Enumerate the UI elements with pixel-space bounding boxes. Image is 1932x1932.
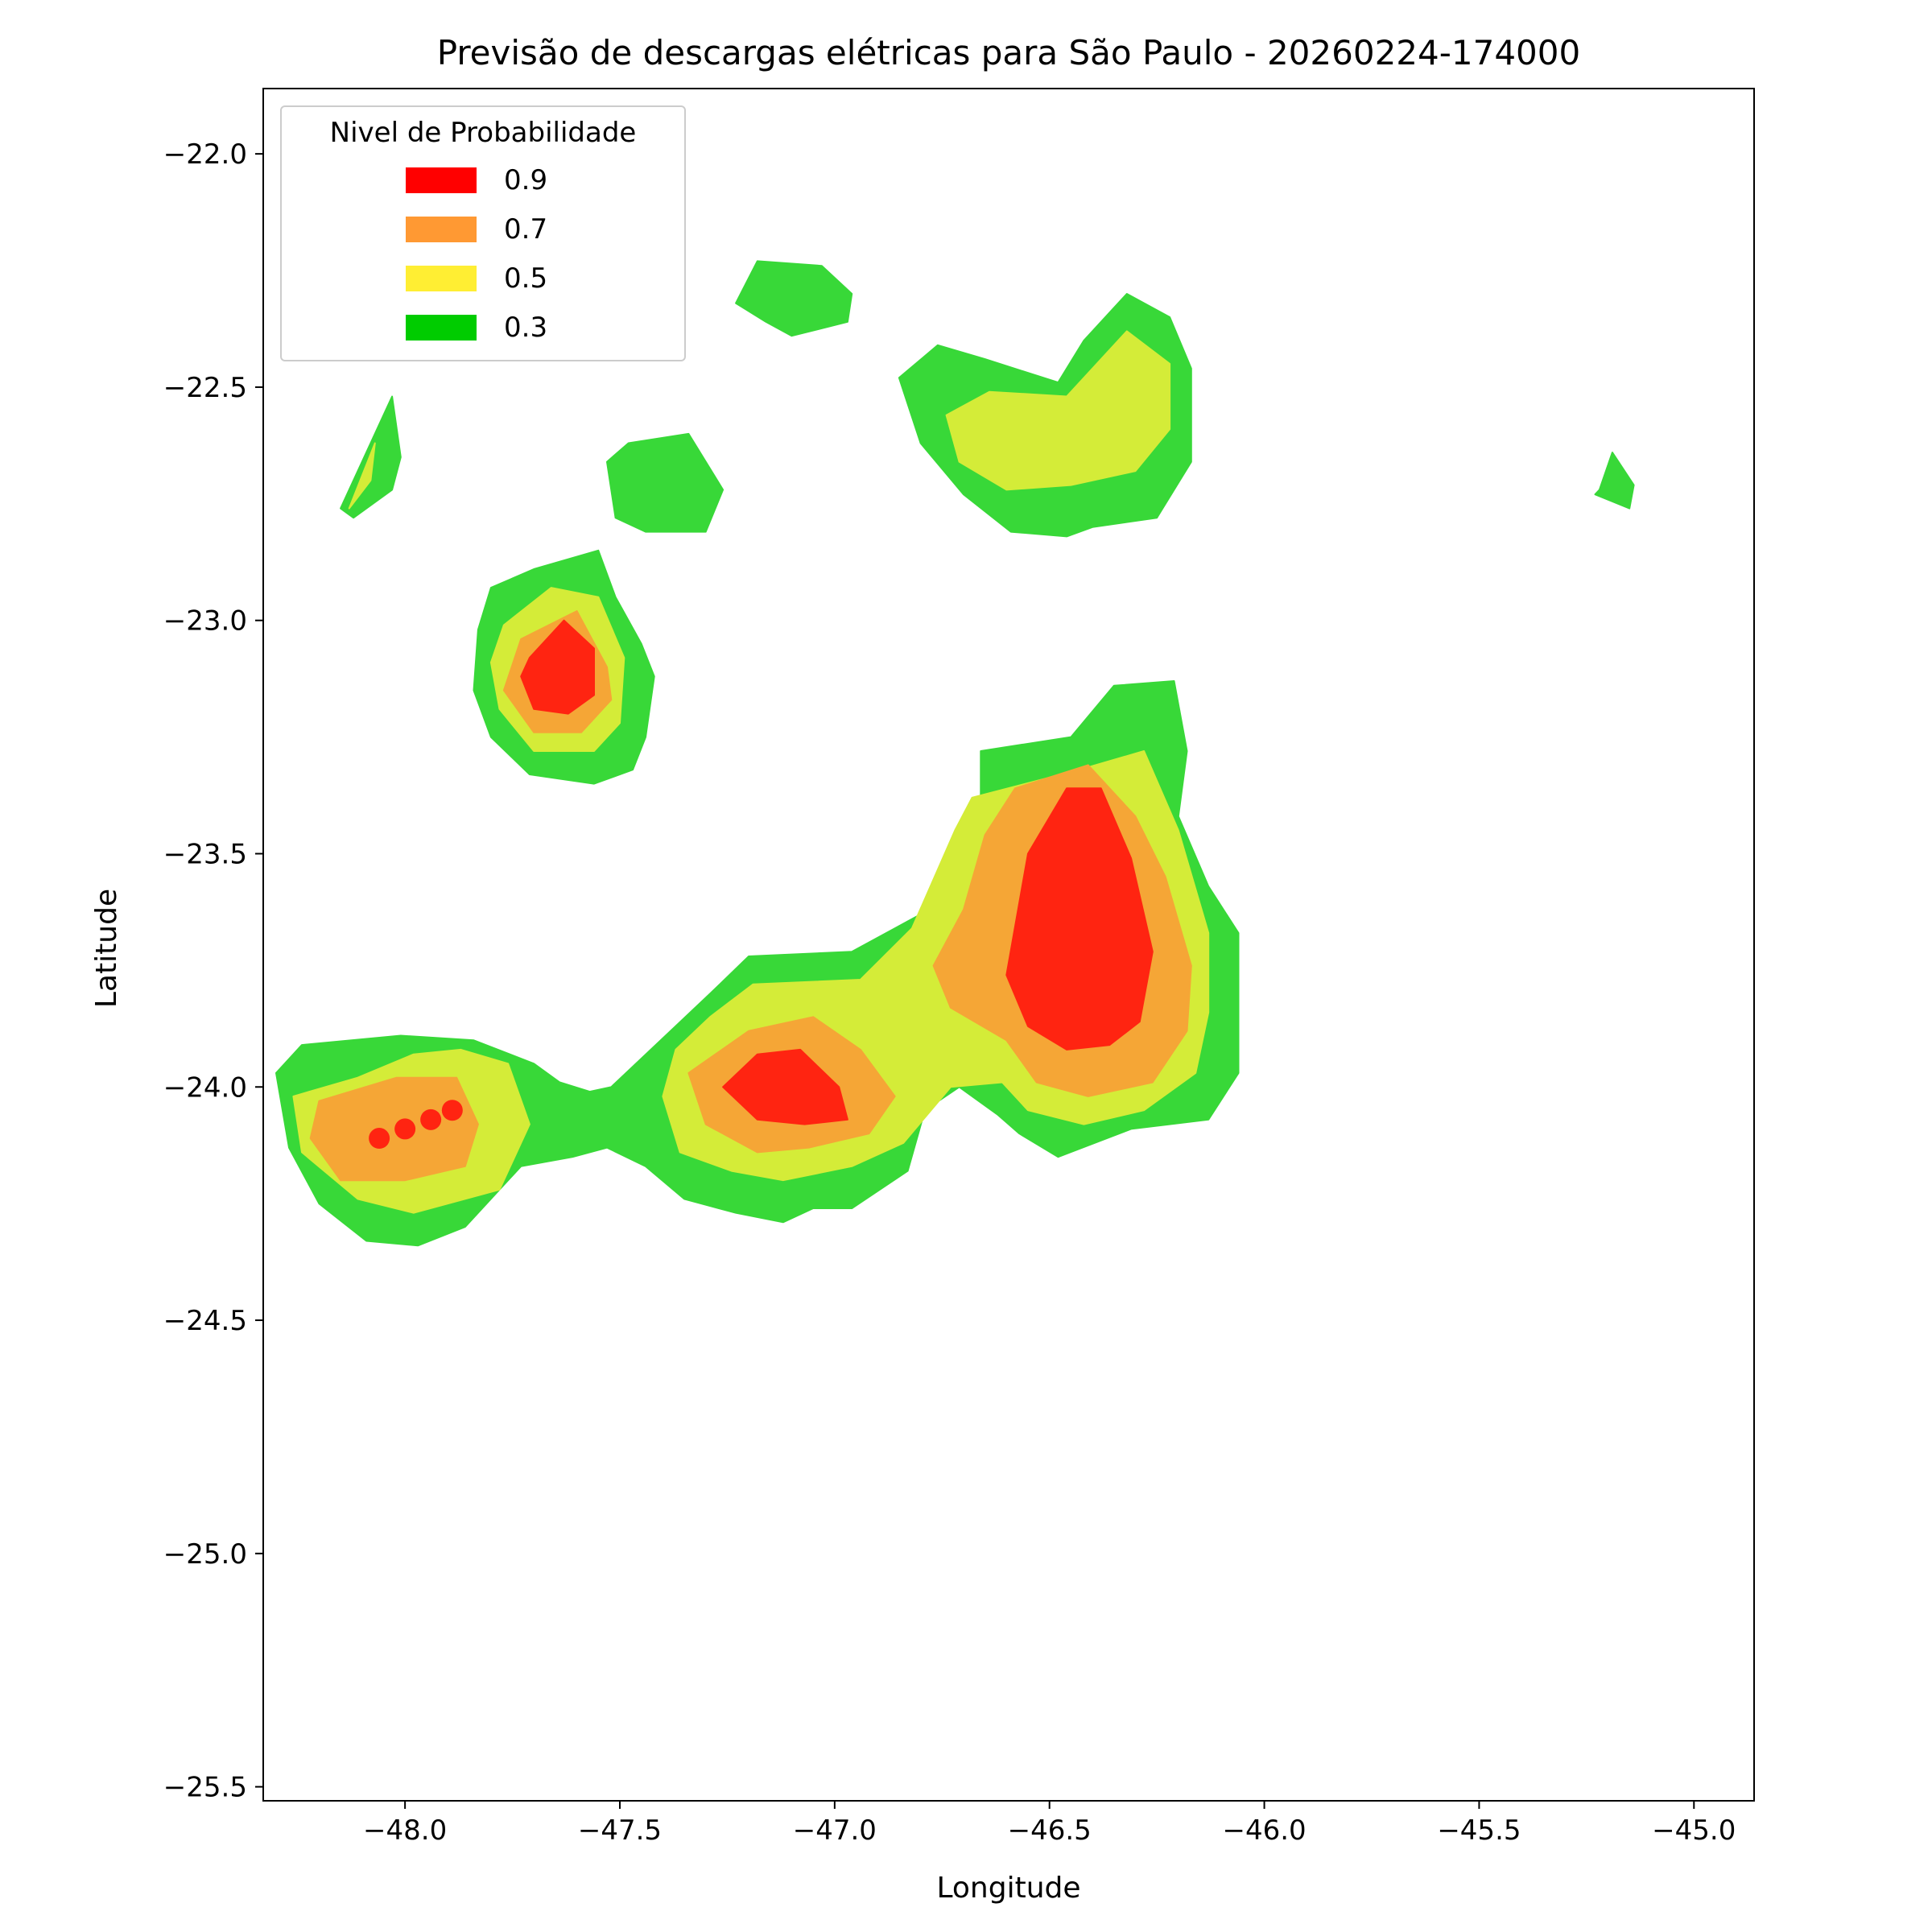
contour-layer <box>275 260 1635 1247</box>
contour-0.3-region-6 <box>1594 452 1635 510</box>
x-tick-label-4: −46.0 <box>1222 1814 1306 1847</box>
x-tick-label-1: −47.5 <box>578 1814 662 1847</box>
x-tick-label-2: −47.0 <box>793 1814 877 1847</box>
legend-label-0.5: 0.5 <box>504 262 548 295</box>
y-tick-label-0: −22.0 <box>163 138 247 171</box>
legend-label-0.9: 0.9 <box>504 164 548 196</box>
y-tick-label-6: −25.0 <box>163 1538 247 1571</box>
contour-0.5-region-3 <box>945 330 1171 491</box>
y-axis-label: Latitude <box>90 889 123 1008</box>
y-tick-label-2: −23.0 <box>163 605 247 638</box>
legend-label-0.3: 0.3 <box>504 312 548 344</box>
contour-0.5-region-4 <box>348 442 376 510</box>
x-axis-label: Longitude <box>936 1872 1080 1905</box>
strike-point-1 <box>394 1118 416 1140</box>
contour-0.9-region-2 <box>520 619 595 715</box>
plot-frame <box>262 88 1755 1802</box>
x-axis: −48.0 −47.5 −47.0 −46.5 −46.0 −45.5 −45.0 <box>363 1801 1736 1847</box>
contour-0.7-region-3 <box>309 1076 479 1182</box>
chart-title: Previsão de descargas elétricas para São… <box>437 33 1580 72</box>
legend-item-0.3: 0.3 <box>406 312 548 344</box>
legend-swatch-0.7 <box>406 217 477 242</box>
x-tick-label-0: −48.0 <box>363 1814 447 1847</box>
contour-0.3-region-2 <box>606 432 724 533</box>
point-layer <box>369 1100 463 1150</box>
y-tick-label-1: −22.5 <box>163 372 247 404</box>
y-tick-label-5: −24.5 <box>163 1305 247 1337</box>
contour-0.9-region-1 <box>722 1048 848 1125</box>
legend-swatch-0.3 <box>406 315 477 341</box>
contour-0.3-region-4 <box>735 260 853 337</box>
legend-label-0.7: 0.7 <box>504 213 548 246</box>
legend-item-0.9: 0.9 <box>406 164 548 196</box>
strike-point-3 <box>441 1100 463 1121</box>
y-tick-label-3: −23.5 <box>163 838 247 870</box>
strike-point-2 <box>420 1108 442 1130</box>
legend-item-0.5: 0.5 <box>406 262 548 295</box>
y-tick-label-4: −24.0 <box>163 1071 247 1104</box>
legend: Nivel de Probabilidade 0.9 0.7 0.5 0.3 <box>280 105 686 361</box>
legend-swatch-0.5 <box>406 266 477 291</box>
contour-0.9-region-0 <box>1005 787 1154 1051</box>
y-axis: −22.0 −22.5 −23.0 −23.5 −24.0 −24.5 −25.0 −25.5 <box>163 138 263 1804</box>
x-tick-label-6: −45.0 <box>1652 1814 1736 1847</box>
legend-title: Nivel de Probabilidade <box>329 117 637 149</box>
strike-point-0 <box>369 1128 390 1150</box>
legend-swatch-0.9 <box>406 167 477 193</box>
legend-item-0.7: 0.7 <box>406 213 548 246</box>
y-tick-label-7: −25.5 <box>163 1772 247 1804</box>
x-tick-label-3: −46.5 <box>1008 1814 1092 1847</box>
x-tick-label-5: −45.5 <box>1437 1814 1521 1847</box>
